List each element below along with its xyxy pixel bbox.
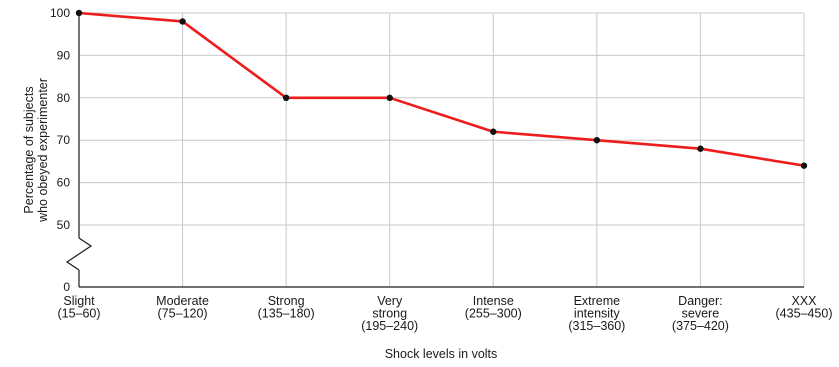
y-tick-label-60: 60 xyxy=(57,176,71,190)
y-tick-label-100: 100 xyxy=(50,6,70,20)
x-category-label-line: (255–300) xyxy=(465,307,522,321)
x-category-label-line: (315–360) xyxy=(568,319,625,333)
y-axis-title-line-2: who obeyed experimenter xyxy=(36,78,50,223)
data-point-3 xyxy=(282,94,290,102)
x-category-label-5: Intense (255–300) xyxy=(465,294,522,321)
data-point-4 xyxy=(386,94,393,102)
x-category-label-line: Strong xyxy=(268,294,305,308)
x-category-label-line: Moderate xyxy=(156,294,209,308)
x-category-label-line: intensity xyxy=(574,307,621,321)
x-category-label-line: strong xyxy=(372,307,407,321)
y-tick-label-90: 90 xyxy=(57,48,71,62)
x-category-label-line: Very xyxy=(377,294,403,308)
x-category-label-line: Slight xyxy=(63,294,95,308)
series-line-1 xyxy=(78,11,805,167)
data-point-7 xyxy=(697,145,704,152)
y-tick-label-80: 80 xyxy=(57,91,71,105)
x-category-label-7: Danger: severe (375–420) xyxy=(672,294,729,333)
x-category-label-8: XXX (435–450) xyxy=(776,294,833,321)
x-category-label-1: Slight (15–60) xyxy=(57,294,100,321)
x-category-label-line: XXX xyxy=(791,294,817,308)
x-category-label-line: Danger: xyxy=(678,294,722,308)
data-point-6 xyxy=(593,137,601,144)
x-category-label-line: (195–240) xyxy=(361,319,418,333)
x-category-label-line: (75–120) xyxy=(158,307,208,321)
x-category-label-line: (135–180) xyxy=(258,307,315,321)
x-axis-title: Shock levels in volts xyxy=(385,347,498,361)
y-tick-label-50: 50 xyxy=(57,218,71,232)
data-point-2 xyxy=(179,18,186,25)
y-axis-break xyxy=(65,237,93,271)
x-category-label-line: Intense xyxy=(473,294,514,308)
y-tick-label-0: 0 xyxy=(63,280,70,294)
x-category-label-4: Very strong (195–240) xyxy=(361,294,418,333)
y-tick-label-70: 70 xyxy=(57,133,71,147)
data-point-5 xyxy=(490,128,497,135)
x-category-label-2: Moderate (75–120) xyxy=(156,294,209,321)
x-category-label-6: Extreme intensity (315–360) xyxy=(568,294,625,333)
x-category-label-3: Strong (135–180) xyxy=(258,294,315,321)
x-category-label-line: (435–450) xyxy=(776,307,833,321)
x-category-label-line: Extreme xyxy=(574,294,621,308)
x-category-label-line: severe xyxy=(682,307,720,321)
x-category-label-line: (375–420) xyxy=(672,319,729,333)
x-category-label-line: (15–60) xyxy=(57,307,100,321)
data-point-8 xyxy=(800,162,808,169)
y-axis-title-line-1: Percentage of subjects xyxy=(22,86,36,213)
data-point-1 xyxy=(75,9,83,17)
